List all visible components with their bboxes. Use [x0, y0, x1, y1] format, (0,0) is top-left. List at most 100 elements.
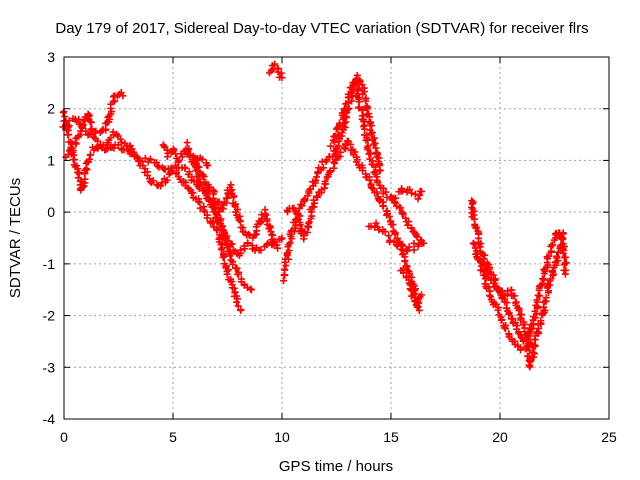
data-point [516, 344, 524, 352]
y-axis-ticks: 3 2 1 0 -1 -2 -3 -4 [43, 49, 609, 427]
data-point [364, 146, 372, 154]
data-point [86, 151, 94, 159]
data-point [216, 207, 224, 215]
data-point [163, 153, 171, 161]
data-point [278, 74, 286, 82]
data-point [219, 253, 227, 261]
data-point [367, 130, 375, 138]
data-point [321, 177, 329, 185]
data-point [376, 167, 384, 175]
data-point [147, 156, 155, 164]
data-point [64, 131, 72, 139]
data-point [537, 317, 545, 325]
x-tick-label: 20 [492, 429, 508, 445]
data-point [85, 155, 93, 163]
data-point [64, 123, 72, 131]
data-point [233, 298, 241, 306]
data-point [498, 316, 506, 324]
data-point [75, 115, 83, 123]
data-point [397, 204, 405, 212]
data-point [312, 176, 320, 184]
data-point [274, 68, 282, 76]
y-tick-label: -3 [43, 359, 56, 375]
data-point [200, 173, 208, 181]
data-point [301, 196, 309, 204]
data-point [353, 156, 361, 164]
data-point [77, 127, 85, 135]
data-point [486, 291, 494, 299]
data-point [545, 252, 553, 260]
data-point [174, 158, 182, 166]
data-point [296, 219, 304, 227]
data-point [418, 187, 426, 195]
data-point [415, 240, 423, 248]
y-axis-label: SDTVAR / TECUs [7, 178, 24, 298]
data-point [297, 201, 305, 209]
data-point [237, 306, 245, 314]
data-point [327, 142, 335, 150]
data-point [234, 302, 242, 310]
data-point [86, 118, 94, 126]
data-point [285, 241, 293, 249]
data-point [228, 240, 236, 248]
data-point [292, 209, 300, 217]
x-tick-label: 5 [169, 429, 177, 445]
data-point [220, 252, 228, 260]
data-point [79, 121, 87, 129]
data-point [305, 218, 313, 226]
data-point [109, 128, 117, 136]
data-point [410, 246, 418, 254]
data-point [410, 291, 418, 299]
data-point [522, 345, 530, 353]
data-point [418, 237, 426, 245]
x-axis-ticks: 0 5 10 15 20 25 [60, 57, 617, 445]
data-point [505, 309, 513, 317]
data-point [554, 248, 562, 256]
data-point [92, 127, 100, 135]
data-point [257, 246, 265, 254]
data-point [231, 288, 239, 296]
data-point [319, 164, 327, 172]
data-point [181, 164, 189, 172]
data-point [262, 211, 270, 219]
data-point [69, 146, 77, 154]
data-point [399, 210, 407, 218]
data-point [382, 188, 390, 196]
data-point [533, 296, 541, 304]
data-point [399, 269, 407, 277]
data-point [388, 196, 396, 204]
data-point [88, 125, 96, 133]
data-point [135, 157, 143, 165]
data-point [79, 122, 87, 130]
data-point [405, 243, 413, 251]
data-point [399, 187, 407, 195]
data-point [515, 306, 523, 314]
y-tick-label: -2 [43, 308, 56, 324]
data-point [234, 295, 242, 303]
data-point [392, 194, 400, 202]
data-point [235, 216, 243, 224]
data-point [163, 176, 171, 184]
data-point [403, 273, 411, 281]
data-point [528, 324, 536, 332]
data-points [59, 60, 570, 371]
data-point [469, 239, 477, 247]
data-point [217, 220, 225, 228]
data-point [368, 129, 376, 137]
data-point [247, 286, 255, 294]
data-point [529, 343, 537, 351]
data-point [391, 230, 399, 238]
data-point [274, 244, 282, 252]
data-point [183, 139, 191, 147]
data-point [531, 314, 539, 322]
data-point [341, 105, 349, 113]
data-point [407, 286, 415, 294]
data-point [87, 118, 95, 126]
data-point [277, 235, 285, 243]
data-point [526, 363, 534, 371]
data-point [370, 140, 378, 148]
data-point [502, 325, 510, 333]
data-point [523, 334, 531, 342]
data-point [549, 267, 557, 275]
